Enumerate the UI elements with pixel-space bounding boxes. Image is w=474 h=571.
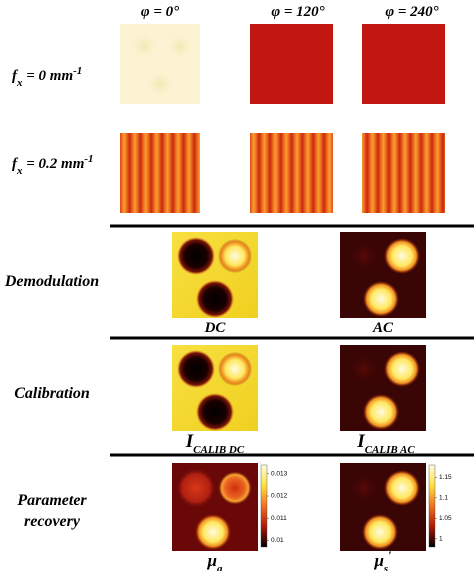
image-part <box>166 32 194 60</box>
image-part <box>363 394 399 430</box>
tick-label: 1.05 <box>439 515 452 522</box>
image <box>120 24 200 104</box>
image-part <box>130 32 158 60</box>
image-part <box>177 350 215 388</box>
image <box>362 133 445 213</box>
image-part <box>196 393 234 431</box>
tick-label: 0.013 <box>271 471 288 478</box>
subscript: CALIB AC <box>365 444 416 456</box>
superscript: -1 <box>84 153 93 165</box>
image-part <box>348 353 380 385</box>
image-part <box>146 70 174 98</box>
tick-label: 0.01 <box>271 537 284 544</box>
superscript: -1 <box>73 65 82 77</box>
tick-label: 1.1 <box>439 495 448 502</box>
image-part <box>196 280 234 318</box>
row-label: fx = 0 mm-1 <box>12 65 82 89</box>
image-part <box>363 281 399 317</box>
column-header: φ = 0° <box>141 4 179 20</box>
image-label: μs′ <box>373 548 391 571</box>
image-part <box>218 471 252 505</box>
image-part <box>362 514 398 550</box>
image-part <box>176 468 216 508</box>
image-part <box>177 237 215 275</box>
section-label: Calibration <box>14 385 90 402</box>
colorbar <box>260 464 268 548</box>
tick-label: 0.012 <box>271 493 288 500</box>
image-label: DC <box>204 320 227 336</box>
symbol: μ <box>373 551 383 570</box>
image-part <box>195 514 231 550</box>
symbol: μ <box>207 551 217 570</box>
column-header: φ = 240° <box>385 4 438 20</box>
subscript: CALIB DC <box>193 444 245 456</box>
colorbar-ticks: 0.013 0.012 0.011 0.01 1.15 1.1 1.05 1 <box>267 471 452 544</box>
tick-label: 1.15 <box>439 474 452 481</box>
column-header: φ = 120° <box>271 4 324 20</box>
row-label: fx = 0.2 mm-1 <box>12 153 94 177</box>
subscript: s <box>383 563 388 571</box>
image <box>120 133 200 213</box>
superscript: ′ <box>388 548 391 562</box>
image-label: AC <box>372 320 394 336</box>
image <box>172 463 258 551</box>
image-part <box>384 238 420 274</box>
symbol: f <box>12 68 19 84</box>
tick-label: 1 <box>439 536 443 543</box>
section-label: Demodulation <box>4 273 99 290</box>
section-label: Parameter <box>16 492 87 509</box>
image-label: ICALIB DC <box>185 431 245 456</box>
symbol: I <box>356 431 365 452</box>
image <box>362 24 445 104</box>
image <box>250 133 333 213</box>
image-label: μa <box>207 551 223 571</box>
text: = 0 mm <box>23 68 74 84</box>
image-part <box>384 470 420 506</box>
symbol: I <box>185 431 194 452</box>
image-part <box>218 352 252 386</box>
image-part <box>348 472 380 504</box>
image-part <box>348 240 380 272</box>
image <box>340 232 426 318</box>
image <box>172 345 258 431</box>
image-label: ICALIB AC <box>356 431 415 456</box>
tick-label: 0.011 <box>271 515 287 522</box>
image <box>172 232 258 318</box>
subscript: a <box>217 563 223 571</box>
colorbar <box>428 464 436 548</box>
subscript: x <box>16 165 23 177</box>
image <box>340 345 426 431</box>
image-part <box>384 351 420 387</box>
symbol: f <box>12 156 19 172</box>
section-label: recovery <box>24 513 81 530</box>
image <box>340 463 426 551</box>
text: = 0.2 mm <box>23 156 85 172</box>
image-part <box>218 239 252 273</box>
image <box>250 24 333 104</box>
subscript: x <box>16 77 23 89</box>
